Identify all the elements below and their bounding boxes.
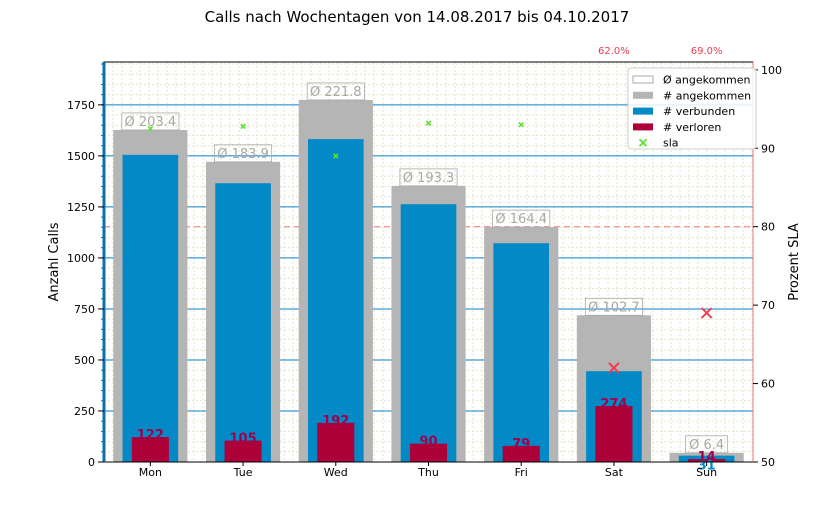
axes: 0 250 500 750 1000 1250 1500 1750 50 60 70 80 90 100 M…: [67, 61, 782, 479]
x-tick-label: Fri: [515, 466, 528, 479]
bar-verloren: [595, 406, 633, 462]
x-tick-label: Sun: [696, 466, 717, 479]
x-tick-label: Wed: [324, 466, 348, 479]
verloren-label: 192: [322, 414, 349, 429]
avg-label-box: [492, 209, 551, 228]
y-tick-label: 1250: [67, 201, 95, 214]
bar-verloren: [688, 459, 726, 462]
avg-label: Ø 193.3: [403, 171, 455, 186]
bar-verloren: [131, 437, 169, 462]
bar-verloren: [409, 443, 448, 462]
x-tick-label: Sat: [605, 466, 624, 479]
verbunden-label: 1366: [225, 186, 261, 201]
verbunden-label: 445: [600, 374, 627, 389]
y2-tick-label: 70: [761, 299, 775, 312]
x-tick-label: Thu: [417, 466, 439, 479]
avg-label-box: [685, 435, 729, 454]
legend-label: # verloren: [663, 121, 721, 134]
bar-verbunden: [215, 183, 271, 462]
bar-verbunden: [122, 154, 179, 462]
legend-item: # verloren: [633, 121, 721, 134]
sla-marker: [425, 120, 432, 126]
y2-tick-label: 60: [761, 378, 775, 391]
sla-marker: [333, 153, 339, 159]
sla-marker: [608, 362, 620, 374]
bar-verloren: [502, 445, 540, 462]
sla-below-label: 62.0%: [598, 46, 630, 57]
legend-box: [627, 67, 757, 150]
x-tick-label: Tue: [233, 466, 253, 479]
verloren-label: 274: [600, 397, 627, 412]
bar-verbunden: [307, 139, 364, 462]
bar-verbunden: [493, 243, 550, 462]
legend-item: sla: [638, 137, 679, 150]
avg-label-box: [121, 112, 180, 131]
legend-item: # verbunden: [633, 105, 735, 118]
legend-label: Ø angekommen: [663, 74, 751, 87]
bar-verbunden: [678, 455, 735, 462]
bar-verloren: [224, 440, 262, 462]
verloren-label: 79: [512, 437, 530, 452]
legend-label: sla: [663, 137, 679, 150]
verloren-label: 90: [419, 435, 437, 450]
avg-label-box: [399, 168, 458, 187]
verbunden-label: 1505: [132, 158, 168, 173]
legend-item: # angekommen: [633, 89, 751, 102]
verloren-label: 14: [698, 450, 716, 465]
chart-title: Calls nach Wochentagen von 14.08.2017 bi…: [205, 8, 630, 26]
y-tick-label: 1750: [67, 99, 95, 112]
sla-below-label: 69.0%: [691, 46, 723, 57]
y-tick-label: 750: [74, 303, 95, 316]
avg-label: Ø 183.9: [217, 147, 269, 162]
verbunden-label: 1582: [318, 142, 354, 157]
legend-label: # angekommen: [663, 89, 751, 102]
y2-axis-label: Prozent SLA: [787, 223, 802, 301]
legend: Ø angekommen # angekommen # verbunden # ver…: [627, 67, 757, 150]
bar-labels: Ø 203.4 1505 122 Ø 183.9 1366 105 Ø 221.8 1582 1…: [121, 82, 729, 474]
sla-marker: [700, 307, 713, 319]
y-tick-label: 1500: [67, 150, 95, 163]
x-tick-label: Mon: [139, 466, 162, 479]
verloren-label: 122: [137, 428, 164, 443]
y2-tick-label: 90: [761, 142, 775, 155]
avg-label: Ø 6.4: [689, 438, 724, 453]
legend-item: Ø angekommen: [632, 74, 751, 87]
sla-marker: [518, 121, 524, 128]
avg-label: Ø 221.8: [310, 85, 362, 100]
y-axis-label: Anzahl Calls: [47, 222, 62, 301]
avg-label-box: [584, 297, 643, 316]
verbunden-label: 1072: [503, 246, 539, 261]
sla-marker: [240, 123, 246, 130]
y-tick-label: 500: [74, 354, 95, 367]
sla-markers: 62.0% 69.0%: [147, 46, 723, 374]
avg-label: Ø 164.4: [495, 212, 547, 227]
y2-tick-label: 50: [761, 456, 775, 469]
avg-label-box: [214, 144, 273, 163]
bar-verbunden: [400, 204, 457, 462]
bar-verloren: [317, 422, 355, 462]
y-tick-label: 250: [74, 405, 95, 418]
avg-label: Ø 203.4: [125, 115, 177, 130]
bars: [113, 99, 744, 463]
y-tick-label: 1000: [67, 252, 95, 265]
sla-marker: [147, 125, 154, 132]
avg-label-box: [306, 82, 365, 101]
y-tick-label: 0: [88, 456, 95, 469]
verloren-label: 105: [230, 432, 257, 447]
y2-tick-label: 80: [761, 221, 775, 234]
y2-tick-label: 100: [761, 64, 782, 77]
avg-label: Ø 102.7: [588, 300, 640, 315]
legend-label: # verbunden: [663, 105, 735, 118]
verbunden-label: 1263: [410, 207, 446, 222]
